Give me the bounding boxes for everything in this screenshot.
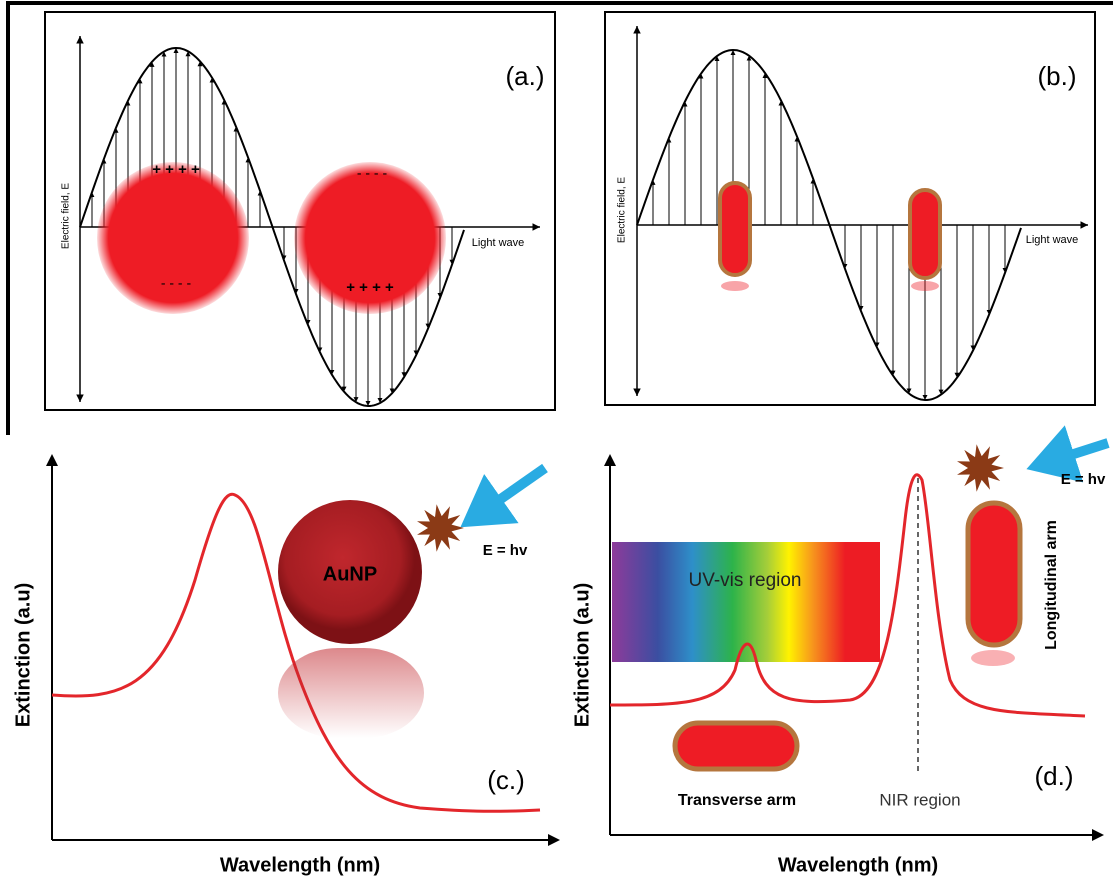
light-arrow bbox=[485, 468, 545, 510]
panel-box bbox=[605, 12, 1095, 405]
sphere bbox=[97, 162, 249, 314]
energy-label: E = hv bbox=[483, 542, 528, 559]
charge: - - - - bbox=[161, 275, 192, 291]
rod-shadow bbox=[971, 650, 1015, 666]
charge: + + + + bbox=[346, 279, 394, 296]
panel-label: (b.) bbox=[1038, 61, 1077, 91]
figure: + + + + - - - - - - - - + + + + (a.) Lig… bbox=[0, 0, 1113, 880]
transverse-rod bbox=[675, 723, 797, 769]
x-axis-label: Wavelength (nm) bbox=[220, 854, 380, 876]
y-axis-label: Electric field, E bbox=[617, 177, 628, 243]
y-axis-label: Extinction (a.u) bbox=[571, 583, 593, 727]
panel-label: (a.) bbox=[506, 61, 545, 91]
x-axis-label: Wavelength (nm) bbox=[778, 854, 938, 876]
arm-label: Longitudinal arm bbox=[1043, 520, 1060, 650]
rod-shadow bbox=[911, 281, 939, 291]
nanorod bbox=[720, 183, 750, 275]
rod-shadow bbox=[721, 281, 749, 291]
particle-shadow bbox=[278, 648, 424, 738]
longitudinal-rod bbox=[968, 503, 1020, 645]
energy-label: E = hv bbox=[1061, 471, 1106, 488]
panel-label: (d.) bbox=[1035, 761, 1074, 791]
charge: + + + + bbox=[152, 161, 200, 178]
x-axis-label: Light wave bbox=[472, 237, 525, 249]
charge: - - - - bbox=[357, 165, 388, 181]
nanorod bbox=[910, 190, 940, 278]
particle-label: AuNP bbox=[323, 563, 377, 585]
region-label: NIR region bbox=[879, 790, 960, 809]
arm-label: Transverse arm bbox=[678, 792, 796, 809]
panel-b bbox=[637, 26, 1088, 400]
y-axis-label: Electric field, E bbox=[61, 183, 72, 249]
x-axis-label: Light wave bbox=[1026, 234, 1079, 246]
light-arrow bbox=[1055, 443, 1108, 460]
photon-burst bbox=[417, 504, 464, 552]
panel-label: (c.) bbox=[487, 765, 525, 795]
y-axis-label: Extinction (a.u) bbox=[12, 583, 34, 727]
region-label: UV-vis region bbox=[689, 570, 802, 591]
photon-burst bbox=[957, 444, 1004, 492]
